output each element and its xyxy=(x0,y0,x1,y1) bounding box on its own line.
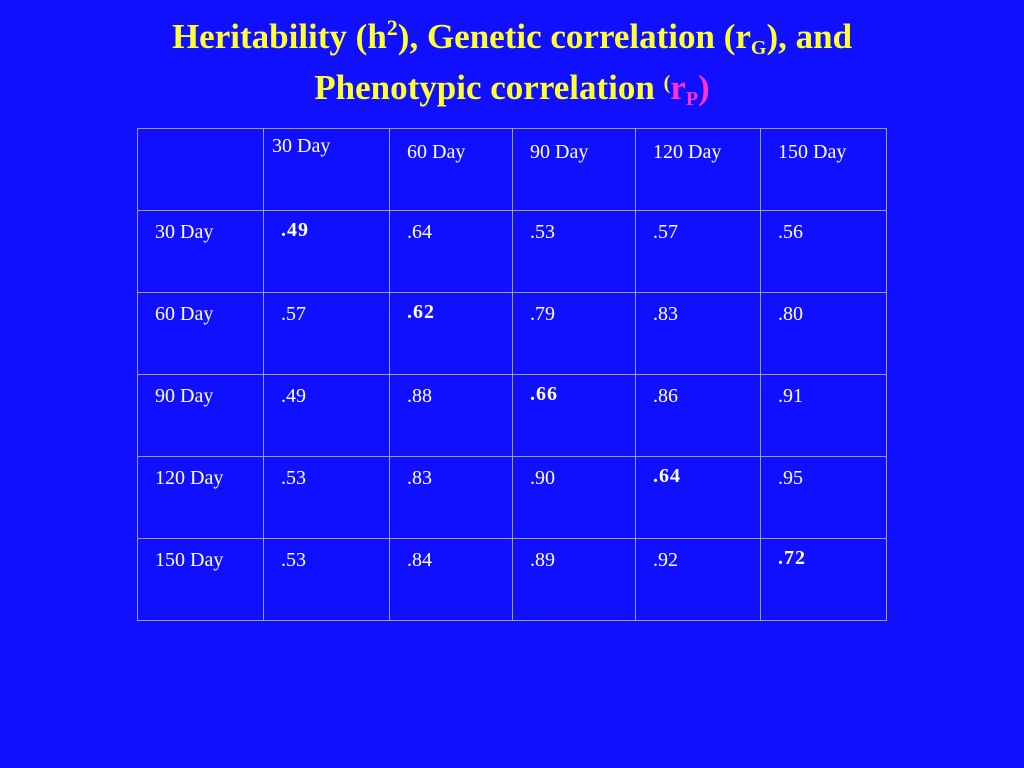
title-text: Heritability (h xyxy=(171,17,387,56)
cell-value: .72 xyxy=(778,547,806,569)
phenotypic-correlation-cell: .57 xyxy=(263,292,390,375)
table-header-cell: 120 Day xyxy=(635,128,761,211)
header-label xyxy=(138,129,263,141)
genetic-correlation-cell: .83 xyxy=(635,292,761,375)
heritability-cell: .62 xyxy=(389,292,513,375)
genetic-correlation-cell: .56 xyxy=(760,210,887,293)
header-label: 120 Day xyxy=(653,141,722,163)
phenotypic-correlation-cell: .83 xyxy=(389,456,513,539)
phenotypic-correlation-cell: .49 xyxy=(263,374,390,457)
genetic-correlation-cell: .53 xyxy=(512,210,636,293)
cell-value: .80 xyxy=(778,303,803,325)
title-superscript: 2 xyxy=(386,15,398,40)
row-label: 90 Day xyxy=(155,385,214,407)
table-header-cell: 60 Day xyxy=(389,128,513,211)
row-label-cell: 90 Day xyxy=(137,374,264,457)
phenotypic-correlation-cell: .53 xyxy=(263,456,390,539)
genetic-correlation-cell: .95 xyxy=(760,456,887,539)
cell-value: .62 xyxy=(407,301,435,323)
cell-value: .79 xyxy=(530,303,555,325)
table-row: 90 Day .49 .88 .66 .86 .91 xyxy=(137,374,887,457)
header-label: 60 Day xyxy=(407,141,466,163)
header-label: 30 Day xyxy=(272,135,331,157)
correlation-table: 30 Day 60 Day 90 Day 120 Day 150 Day 30 … xyxy=(137,128,887,621)
cell-value: .83 xyxy=(407,467,432,489)
table-row: 150 Day .53 .84 .89 .92 .72 xyxy=(137,538,887,621)
cell-value: .90 xyxy=(530,467,555,489)
title-text: ), and xyxy=(766,17,853,56)
title-subscript: G xyxy=(750,37,767,59)
genetic-correlation-cell: .86 xyxy=(635,374,761,457)
heritability-cell: .64 xyxy=(635,456,761,539)
cell-value: .49 xyxy=(281,219,309,241)
row-label: 150 Day xyxy=(155,549,224,571)
row-label: 60 Day xyxy=(155,303,214,325)
cell-value: .89 xyxy=(530,549,555,571)
phenotypic-correlation-cell: .53 xyxy=(263,538,390,621)
heritability-cell: .66 xyxy=(512,374,636,457)
header-label: 90 Day xyxy=(530,141,589,163)
cell-value: .53 xyxy=(281,467,306,489)
row-label: 30 Day xyxy=(155,221,214,243)
cell-value: .57 xyxy=(653,221,678,243)
phenotypic-correlation-cell: .92 xyxy=(635,538,761,621)
cell-value: .57 xyxy=(281,303,306,325)
title-line-2: Phenotypic correlation (rP) xyxy=(0,60,1024,111)
cell-value: .49 xyxy=(281,385,306,407)
cell-value: .64 xyxy=(653,465,681,487)
row-label-cell: 60 Day xyxy=(137,292,264,375)
cell-value: .83 xyxy=(653,303,678,325)
row-label-cell: 150 Day xyxy=(137,538,264,621)
cell-value: .53 xyxy=(281,549,306,571)
genetic-correlation-cell: .57 xyxy=(635,210,761,293)
header-label: 150 Day xyxy=(778,141,847,163)
title-subscript: P xyxy=(685,88,699,110)
genetic-correlation-cell: .80 xyxy=(760,292,887,375)
title-line-1: Heritability (h2), Genetic correlation (… xyxy=(0,14,1024,60)
cell-value: .88 xyxy=(407,385,432,407)
row-label-cell: 120 Day xyxy=(137,456,264,539)
heritability-cell: .72 xyxy=(760,538,887,621)
slide-title: Heritability (h2), Genetic correlation (… xyxy=(0,14,1024,111)
table-header-cell: 150 Day xyxy=(760,128,887,211)
cell-value: .92 xyxy=(653,549,678,571)
title-text: ), Genetic correlation (r xyxy=(397,17,751,56)
cell-value: .86 xyxy=(653,385,678,407)
genetic-correlation-cell: .79 xyxy=(512,292,636,375)
cell-value: .56 xyxy=(778,221,803,243)
title-rp: r xyxy=(670,68,686,107)
genetic-correlation-cell: .64 xyxy=(389,210,513,293)
title-text: Phenotypic correlation xyxy=(314,68,664,107)
phenotypic-correlation-cell: .90 xyxy=(512,456,636,539)
row-label-cell: 30 Day xyxy=(137,210,264,293)
cell-value: .95 xyxy=(778,467,803,489)
table-header-row: 30 Day 60 Day 90 Day 120 Day 150 Day xyxy=(137,128,887,211)
heritability-cell: .49 xyxy=(263,210,390,293)
genetic-correlation-cell: .91 xyxy=(760,374,887,457)
table-row: 120 Day .53 .83 .90 .64 .95 xyxy=(137,456,887,539)
title-paren: ( xyxy=(663,72,671,94)
cell-value: .91 xyxy=(778,385,803,407)
cell-value: .66 xyxy=(530,383,558,405)
table-row: 30 Day .49 .64 .53 .57 .56 xyxy=(137,210,887,293)
phenotypic-correlation-cell: .88 xyxy=(389,374,513,457)
phenotypic-correlation-cell: .84 xyxy=(389,538,513,621)
row-label: 120 Day xyxy=(155,467,224,489)
table-corner-cell xyxy=(137,128,264,211)
table-header-cell: 90 Day xyxy=(512,128,636,211)
cell-value: .53 xyxy=(530,221,555,243)
cell-value: .84 xyxy=(407,549,432,571)
phenotypic-correlation-cell: .89 xyxy=(512,538,636,621)
title-paren: ) xyxy=(698,68,710,107)
table-header-cell: 30 Day xyxy=(263,128,390,211)
table-row: 60 Day .57 .62 .79 .83 .80 xyxy=(137,292,887,375)
cell-value: .64 xyxy=(407,221,432,243)
